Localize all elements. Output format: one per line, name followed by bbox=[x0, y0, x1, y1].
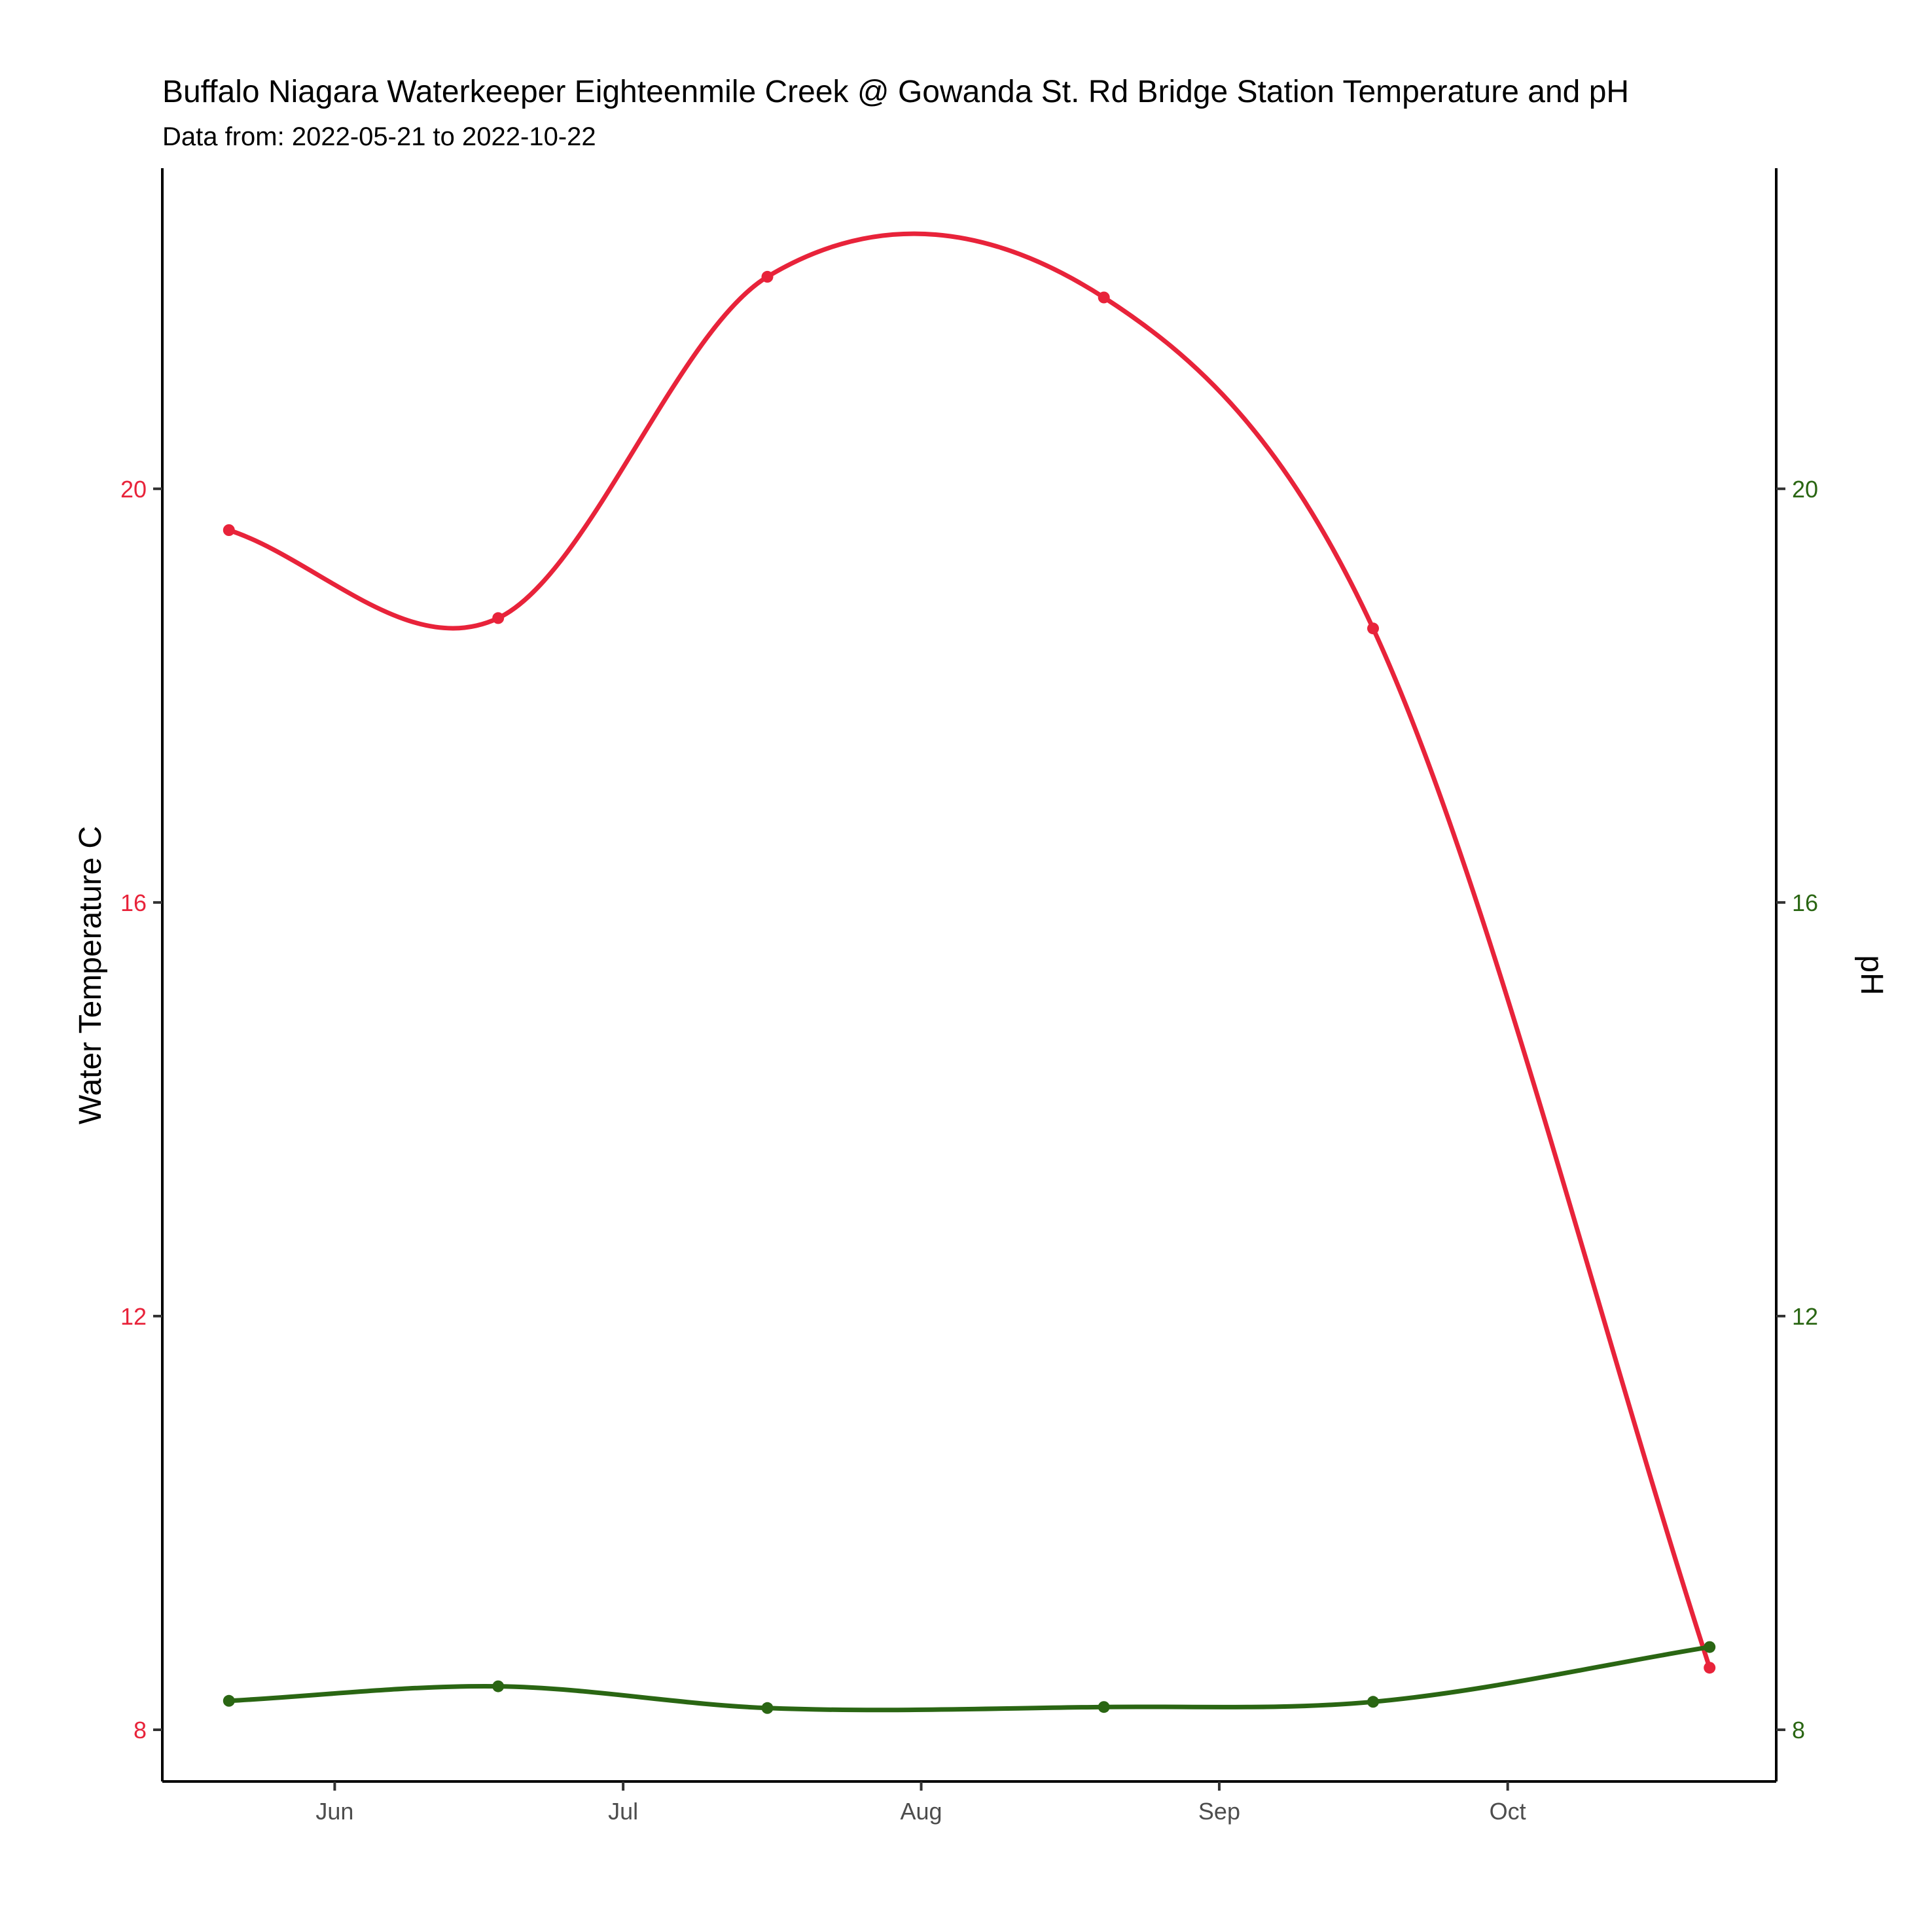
x-tick-label: Jul bbox=[608, 1798, 638, 1825]
left-y-tick-label: 20 bbox=[120, 476, 147, 503]
right-y-tick-label: 8 bbox=[1792, 1717, 1805, 1744]
temperature-data-point bbox=[1367, 622, 1379, 635]
right-y-tick-label: 16 bbox=[1792, 889, 1818, 916]
ph-data-point bbox=[1704, 1641, 1716, 1653]
ph-data-point bbox=[761, 1702, 774, 1714]
temperature-data-point bbox=[1704, 1662, 1716, 1674]
x-tick-label: Oct bbox=[1490, 1798, 1526, 1825]
right-y-axis-ticks: 8 12 16 20 bbox=[1776, 476, 1818, 1744]
right-y-axis-title: pH bbox=[1854, 955, 1889, 995]
x-tick-label: Aug bbox=[901, 1798, 942, 1825]
ph-data-point bbox=[1367, 1696, 1379, 1708]
left-y-axis-title: Water Temperature C bbox=[73, 826, 108, 1124]
ph-data-point bbox=[492, 1680, 505, 1692]
left-y-tick-label: 8 bbox=[134, 1717, 147, 1744]
temperature-data-point bbox=[1098, 291, 1110, 304]
temperature-data-point bbox=[761, 270, 774, 283]
ph-data-point bbox=[223, 1694, 235, 1707]
chart-subtitle: Data from: 2022-05-21 to 2022-10-22 bbox=[162, 122, 596, 151]
temperature-data-point bbox=[492, 612, 505, 624]
series-group bbox=[223, 231, 1716, 1714]
right-y-tick-label: 20 bbox=[1792, 476, 1818, 503]
ph-data-point bbox=[1098, 1701, 1110, 1713]
left-y-tick-label: 12 bbox=[120, 1303, 147, 1330]
plot-area: 8 12 16 20 8 12 16 20 Jun Jul Aug Sep Oct bbox=[120, 168, 1818, 1825]
ph-series-line bbox=[226, 1645, 1712, 1713]
x-tick-label: Jun bbox=[315, 1798, 353, 1825]
right-y-tick-label: 12 bbox=[1792, 1303, 1818, 1330]
chart-title: Buffalo Niagara Waterkeeper Eighteenmile… bbox=[162, 75, 1629, 109]
x-axis-ticks: Jun Jul Aug Sep Oct bbox=[315, 1781, 1526, 1825]
temperature-data-point bbox=[223, 524, 235, 536]
left-y-tick-label: 16 bbox=[120, 889, 147, 916]
x-tick-label: Sep bbox=[1198, 1798, 1240, 1825]
left-y-axis-ticks: 8 12 16 20 bbox=[120, 476, 162, 1744]
